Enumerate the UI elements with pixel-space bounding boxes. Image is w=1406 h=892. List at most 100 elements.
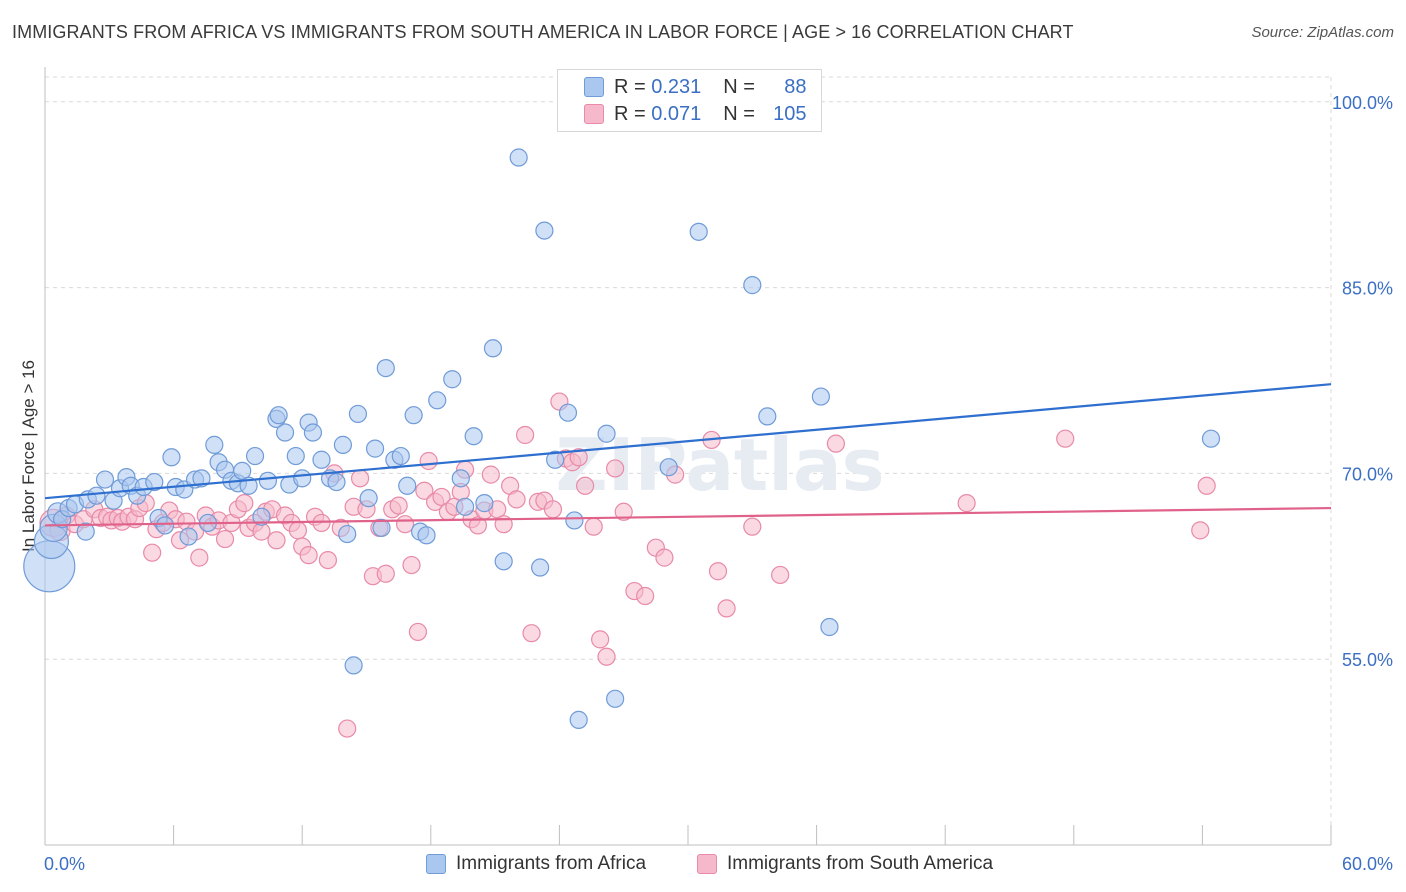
point-south-america (312, 513, 331, 533)
point-africa (758, 407, 777, 426)
trend-line-africa (44, 383, 1332, 500)
legend-swatch-africa (584, 77, 604, 97)
point-africa (269, 406, 288, 425)
point-africa (558, 403, 578, 422)
point-africa (597, 424, 616, 443)
point-africa (1201, 429, 1221, 448)
point-south-america (419, 451, 438, 471)
point-south-america (576, 476, 595, 495)
point-south-america (636, 586, 655, 606)
point-africa (192, 469, 211, 488)
point-south-america (395, 515, 415, 534)
point-south-america (1197, 476, 1216, 495)
point-africa (365, 439, 385, 458)
legend-r-label: R = (614, 75, 646, 98)
point-africa (372, 518, 391, 537)
point-africa (811, 387, 830, 406)
point-south-america (614, 502, 633, 521)
point-africa (258, 471, 278, 490)
point-africa (155, 516, 175, 535)
point-africa (162, 448, 181, 467)
series-label-africa: Immigrants from Africa (456, 853, 647, 874)
legend-swatch-south-america (584, 104, 604, 124)
point-africa (391, 446, 410, 466)
series-swatch-africa (426, 854, 446, 874)
point-africa (87, 486, 106, 505)
point-south-america (597, 647, 616, 666)
point-south-america (338, 719, 357, 738)
series-label-south-america: Immigrants from South America (727, 853, 994, 874)
legend-n-value-africa: 88 (784, 75, 807, 98)
point-south-america (507, 490, 526, 509)
point-south-america (288, 521, 308, 540)
point-africa (312, 450, 331, 469)
point-africa (327, 472, 346, 492)
point-africa (376, 358, 395, 378)
point-south-america (826, 434, 845, 453)
trend-line-south-america (44, 506, 1332, 527)
point-africa (606, 689, 625, 708)
point-africa (348, 404, 368, 424)
legend-row-africa: R = 0.231 N = 88 (584, 74, 807, 100)
point-south-america (743, 517, 762, 536)
point-south-america (516, 425, 535, 445)
point-south-america (408, 622, 428, 642)
point-africa (205, 435, 224, 454)
point-africa (820, 617, 839, 637)
correlation-legend: R = 0.231 N = 88 R = 0.071 N = 105 (557, 69, 822, 132)
point-africa (455, 497, 475, 516)
y-tick-label: 55.0% (1342, 650, 1393, 670)
point-south-america (389, 496, 408, 515)
point-africa (293, 469, 312, 488)
series-legend-south-america: Immigrants from South America (697, 851, 993, 877)
point-africa (333, 435, 353, 454)
point-africa (659, 458, 678, 477)
series-legend-africa: Immigrants from Africa (426, 851, 646, 877)
point-south-america (1056, 429, 1075, 448)
point-africa (509, 148, 528, 167)
point-africa (428, 391, 447, 410)
point-south-america (267, 531, 286, 550)
point-africa (286, 446, 305, 466)
point-south-america (299, 546, 318, 565)
point-africa (475, 494, 494, 513)
x-tick-label-max: 60.0% (1342, 854, 1393, 874)
point-africa (338, 524, 357, 544)
source-label: Source: ZipAtlas.com (1251, 24, 1394, 41)
point-south-america (350, 469, 370, 488)
point-africa (569, 710, 588, 729)
point-south-america (402, 555, 421, 575)
point-africa (531, 558, 550, 577)
point-south-america (584, 517, 603, 536)
point-south-america (481, 465, 500, 484)
point-africa (535, 221, 554, 240)
y-tick-label: 85.0% (1342, 279, 1393, 299)
point-south-america (591, 630, 610, 649)
point-south-america (543, 500, 563, 519)
legend-r-value-africa: 0.231 (651, 75, 702, 98)
point-africa (417, 526, 436, 545)
point-africa (494, 552, 513, 571)
point-africa (275, 423, 295, 442)
point-south-america (143, 543, 162, 562)
point-africa (546, 450, 565, 469)
point-south-america (1191, 521, 1210, 540)
point-south-america (376, 564, 395, 583)
point-africa (689, 222, 708, 241)
point-south-america (215, 529, 235, 549)
point-africa (443, 370, 462, 389)
series-swatch-south-america (697, 854, 717, 874)
point-africa (743, 276, 762, 295)
point-south-america (771, 565, 790, 585)
point-south-america (318, 550, 338, 570)
legend-n-label: N = (723, 102, 755, 125)
point-south-america (655, 548, 674, 567)
x-tick-label-min: 0.0% (44, 854, 85, 874)
point-south-america (190, 548, 209, 567)
point-south-america (717, 599, 736, 618)
point-africa (398, 476, 417, 495)
point-south-america (569, 448, 588, 467)
legend-n-label: N = (723, 75, 755, 98)
point-south-america (235, 494, 254, 513)
point-africa (252, 507, 271, 526)
